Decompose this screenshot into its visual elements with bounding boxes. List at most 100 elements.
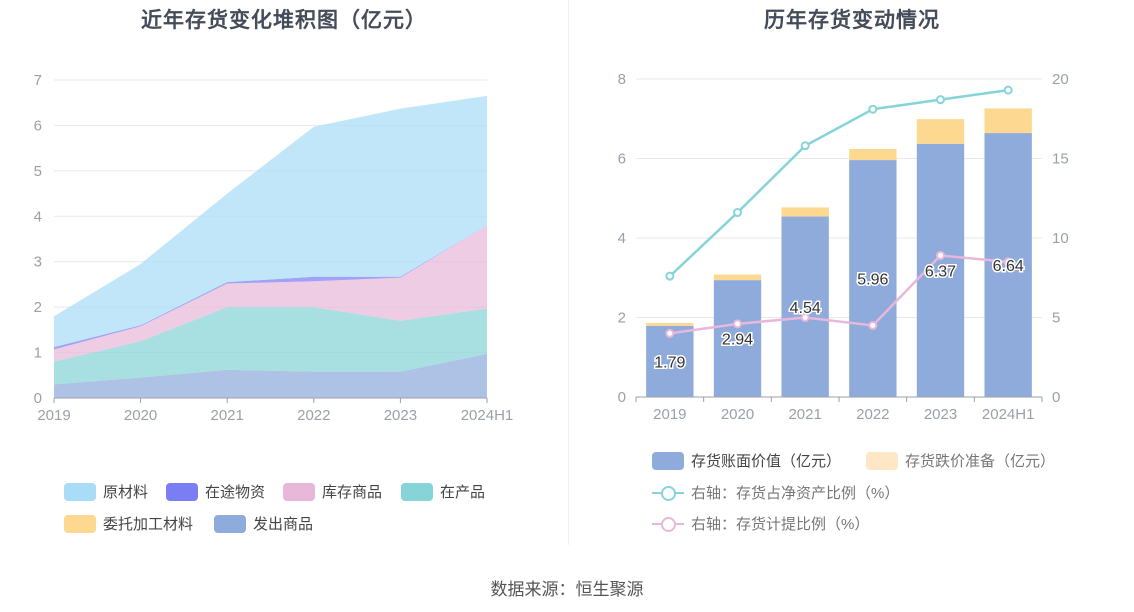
bar xyxy=(916,119,965,144)
line-point xyxy=(936,95,945,105)
legend-item-raw-materials[interactable]: 原材料 xyxy=(64,481,148,502)
data-source-note: 数据来源：恒生聚源 xyxy=(490,580,644,599)
y2-tick-label: 20 xyxy=(1052,71,1069,88)
bar-line-combo-chart: 0 2 4 6 8 0 5 10 15 20 2019 2020 2021 2022 2023 2024H1 1… xyxy=(618,71,1069,423)
line-point xyxy=(1003,257,1013,267)
stacked-area-chart: 0 1 2 3 4 5 6 7 2019 2020 2021 2022 2023 2024H1 xyxy=(34,72,514,424)
x-tick-label: 2021 xyxy=(788,406,821,423)
legend-label: 右轴：存货占净资产比例（%） xyxy=(691,485,900,502)
legend-item-net-asset-ratio[interactable]: 右轴：存货占净资产比例（%） xyxy=(652,482,899,503)
legend-swatch xyxy=(283,482,315,501)
legend-item-book-value[interactable]: 存货账面价值（亿元） xyxy=(652,450,841,471)
legend-swatch xyxy=(866,451,898,470)
line-point xyxy=(1003,85,1013,95)
y-tick-label: 7 xyxy=(34,72,42,89)
legend-line-swatch xyxy=(652,515,684,533)
line-point xyxy=(800,313,810,322)
bar xyxy=(646,323,694,326)
legend-label: 在产品 xyxy=(440,484,486,501)
left-chart-legend: 原材料 在途物资 库存商品 在产品 委托加工材料 发出商品 xyxy=(0,0,568,545)
area-series xyxy=(54,307,487,385)
legend-label: 原材料 xyxy=(103,484,149,501)
legend-label: 发出商品 xyxy=(253,516,314,533)
y-tick-label: 2 xyxy=(34,299,42,316)
y-tick-label: 4 xyxy=(34,208,42,225)
y-tick-label: 1 xyxy=(34,345,42,362)
line-point xyxy=(868,104,878,114)
bar-data-label: 1.79 xyxy=(654,354,685,371)
bar xyxy=(984,108,1032,134)
legend-label: 库存商品 xyxy=(322,484,383,501)
legend-swatch xyxy=(166,482,198,501)
area-series xyxy=(54,225,487,362)
x-tick-label: 2019 xyxy=(653,406,686,423)
y-tick-label: 0 xyxy=(618,389,626,406)
line-point xyxy=(936,250,945,260)
area-series xyxy=(54,225,487,350)
right-chart-title: 历年存货变动情况 xyxy=(764,9,940,32)
bar xyxy=(849,148,897,161)
legend-item-impairment[interactable]: 存货跌价准备（亿元） xyxy=(866,450,1055,471)
legend-item-provision-ratio[interactable]: 右轴：存货计提比例（%） xyxy=(652,513,869,534)
y-tick-label: 6 xyxy=(34,117,42,134)
legend-label: 在途物资 xyxy=(205,484,266,501)
y2-tick-label: 15 xyxy=(1052,151,1069,168)
y2-tick-label: 0 xyxy=(1052,389,1060,406)
legend-item-goods-shipped[interactable]: 发出商品 xyxy=(214,513,313,534)
line-point xyxy=(733,319,742,329)
legend-label: 委托加工材料 xyxy=(103,516,194,533)
bar xyxy=(713,274,762,281)
x-tick-label: 2023 xyxy=(384,407,417,424)
legend-line-swatch xyxy=(652,484,684,502)
x-tick-label: 2022 xyxy=(297,407,330,424)
left-chart-title: 近年存货变化堆积图（亿元） xyxy=(141,9,427,32)
legend-swatch xyxy=(401,482,433,501)
x-tick-label: 2020 xyxy=(124,407,157,424)
legend-swatch xyxy=(64,482,96,501)
line-series xyxy=(668,88,1009,278)
x-tick-label: 2020 xyxy=(721,406,754,423)
line-point xyxy=(665,271,675,281)
y-tick-label: 8 xyxy=(618,71,626,88)
bar-data-label: 6.64 xyxy=(993,258,1024,275)
y-tick-label: 0 xyxy=(34,390,42,407)
x-tick-label: 2022 xyxy=(856,406,889,423)
y-tick-label: 2 xyxy=(618,310,626,327)
y2-tick-label: 5 xyxy=(1052,310,1060,327)
line-point xyxy=(800,141,810,151)
legend-swatch xyxy=(64,514,96,533)
left-chart-panel: 近年存货变化堆积图（亿元） 0 1 2 3 4 5 6 7 2019 2020 2021 2022 20… xyxy=(0,0,568,545)
bar xyxy=(781,207,829,217)
legend-item-finished-goods[interactable]: 库存商品 xyxy=(283,481,382,502)
bar xyxy=(781,216,829,397)
right-chart-legend: 存货账面价值（亿元） 存货跌价准备（亿元） 右轴：存货占净资产比例（%） 右轴：… xyxy=(570,0,1134,545)
line-point xyxy=(868,320,878,330)
legend-swatch xyxy=(652,451,684,470)
legend-item-consigned-materials[interactable]: 委托加工材料 xyxy=(64,513,193,534)
bar-data-label: 2.94 xyxy=(722,332,753,349)
panel-divider xyxy=(568,0,569,545)
bar-data-label: 5.96 xyxy=(857,272,888,289)
y-tick-label: 5 xyxy=(34,163,42,180)
bar xyxy=(849,160,897,397)
legend-item-in-transit[interactable]: 在途物资 xyxy=(166,481,265,502)
bar xyxy=(713,280,762,397)
y-tick-label: 4 xyxy=(618,230,626,247)
legend-label: 右轴：存货计提比例（%） xyxy=(691,516,870,533)
line-point xyxy=(733,208,742,218)
area-series xyxy=(54,353,487,398)
legend-swatch xyxy=(214,514,246,533)
right-chart-panel: 历年存货变动情况 0 2 4 6 8 0 5 10 15 20 2019 2020 2021 2022 20… xyxy=(570,0,1134,545)
y2-tick-label: 10 xyxy=(1052,230,1069,247)
legend-item-work-in-progress[interactable]: 在产品 xyxy=(401,481,485,502)
x-tick-label: 2024H1 xyxy=(461,407,514,424)
area-series xyxy=(54,95,487,348)
line-series xyxy=(669,254,1009,335)
y-tick-label: 6 xyxy=(618,151,626,168)
x-tick-label: 2023 xyxy=(924,406,957,423)
legend-label: 存货跌价准备（亿元） xyxy=(905,453,1056,470)
bar-data-label: 6.37 xyxy=(925,263,956,280)
line-point xyxy=(665,328,675,338)
legend-label: 存货账面价值（亿元） xyxy=(691,453,842,470)
x-tick-label: 2019 xyxy=(37,407,70,424)
